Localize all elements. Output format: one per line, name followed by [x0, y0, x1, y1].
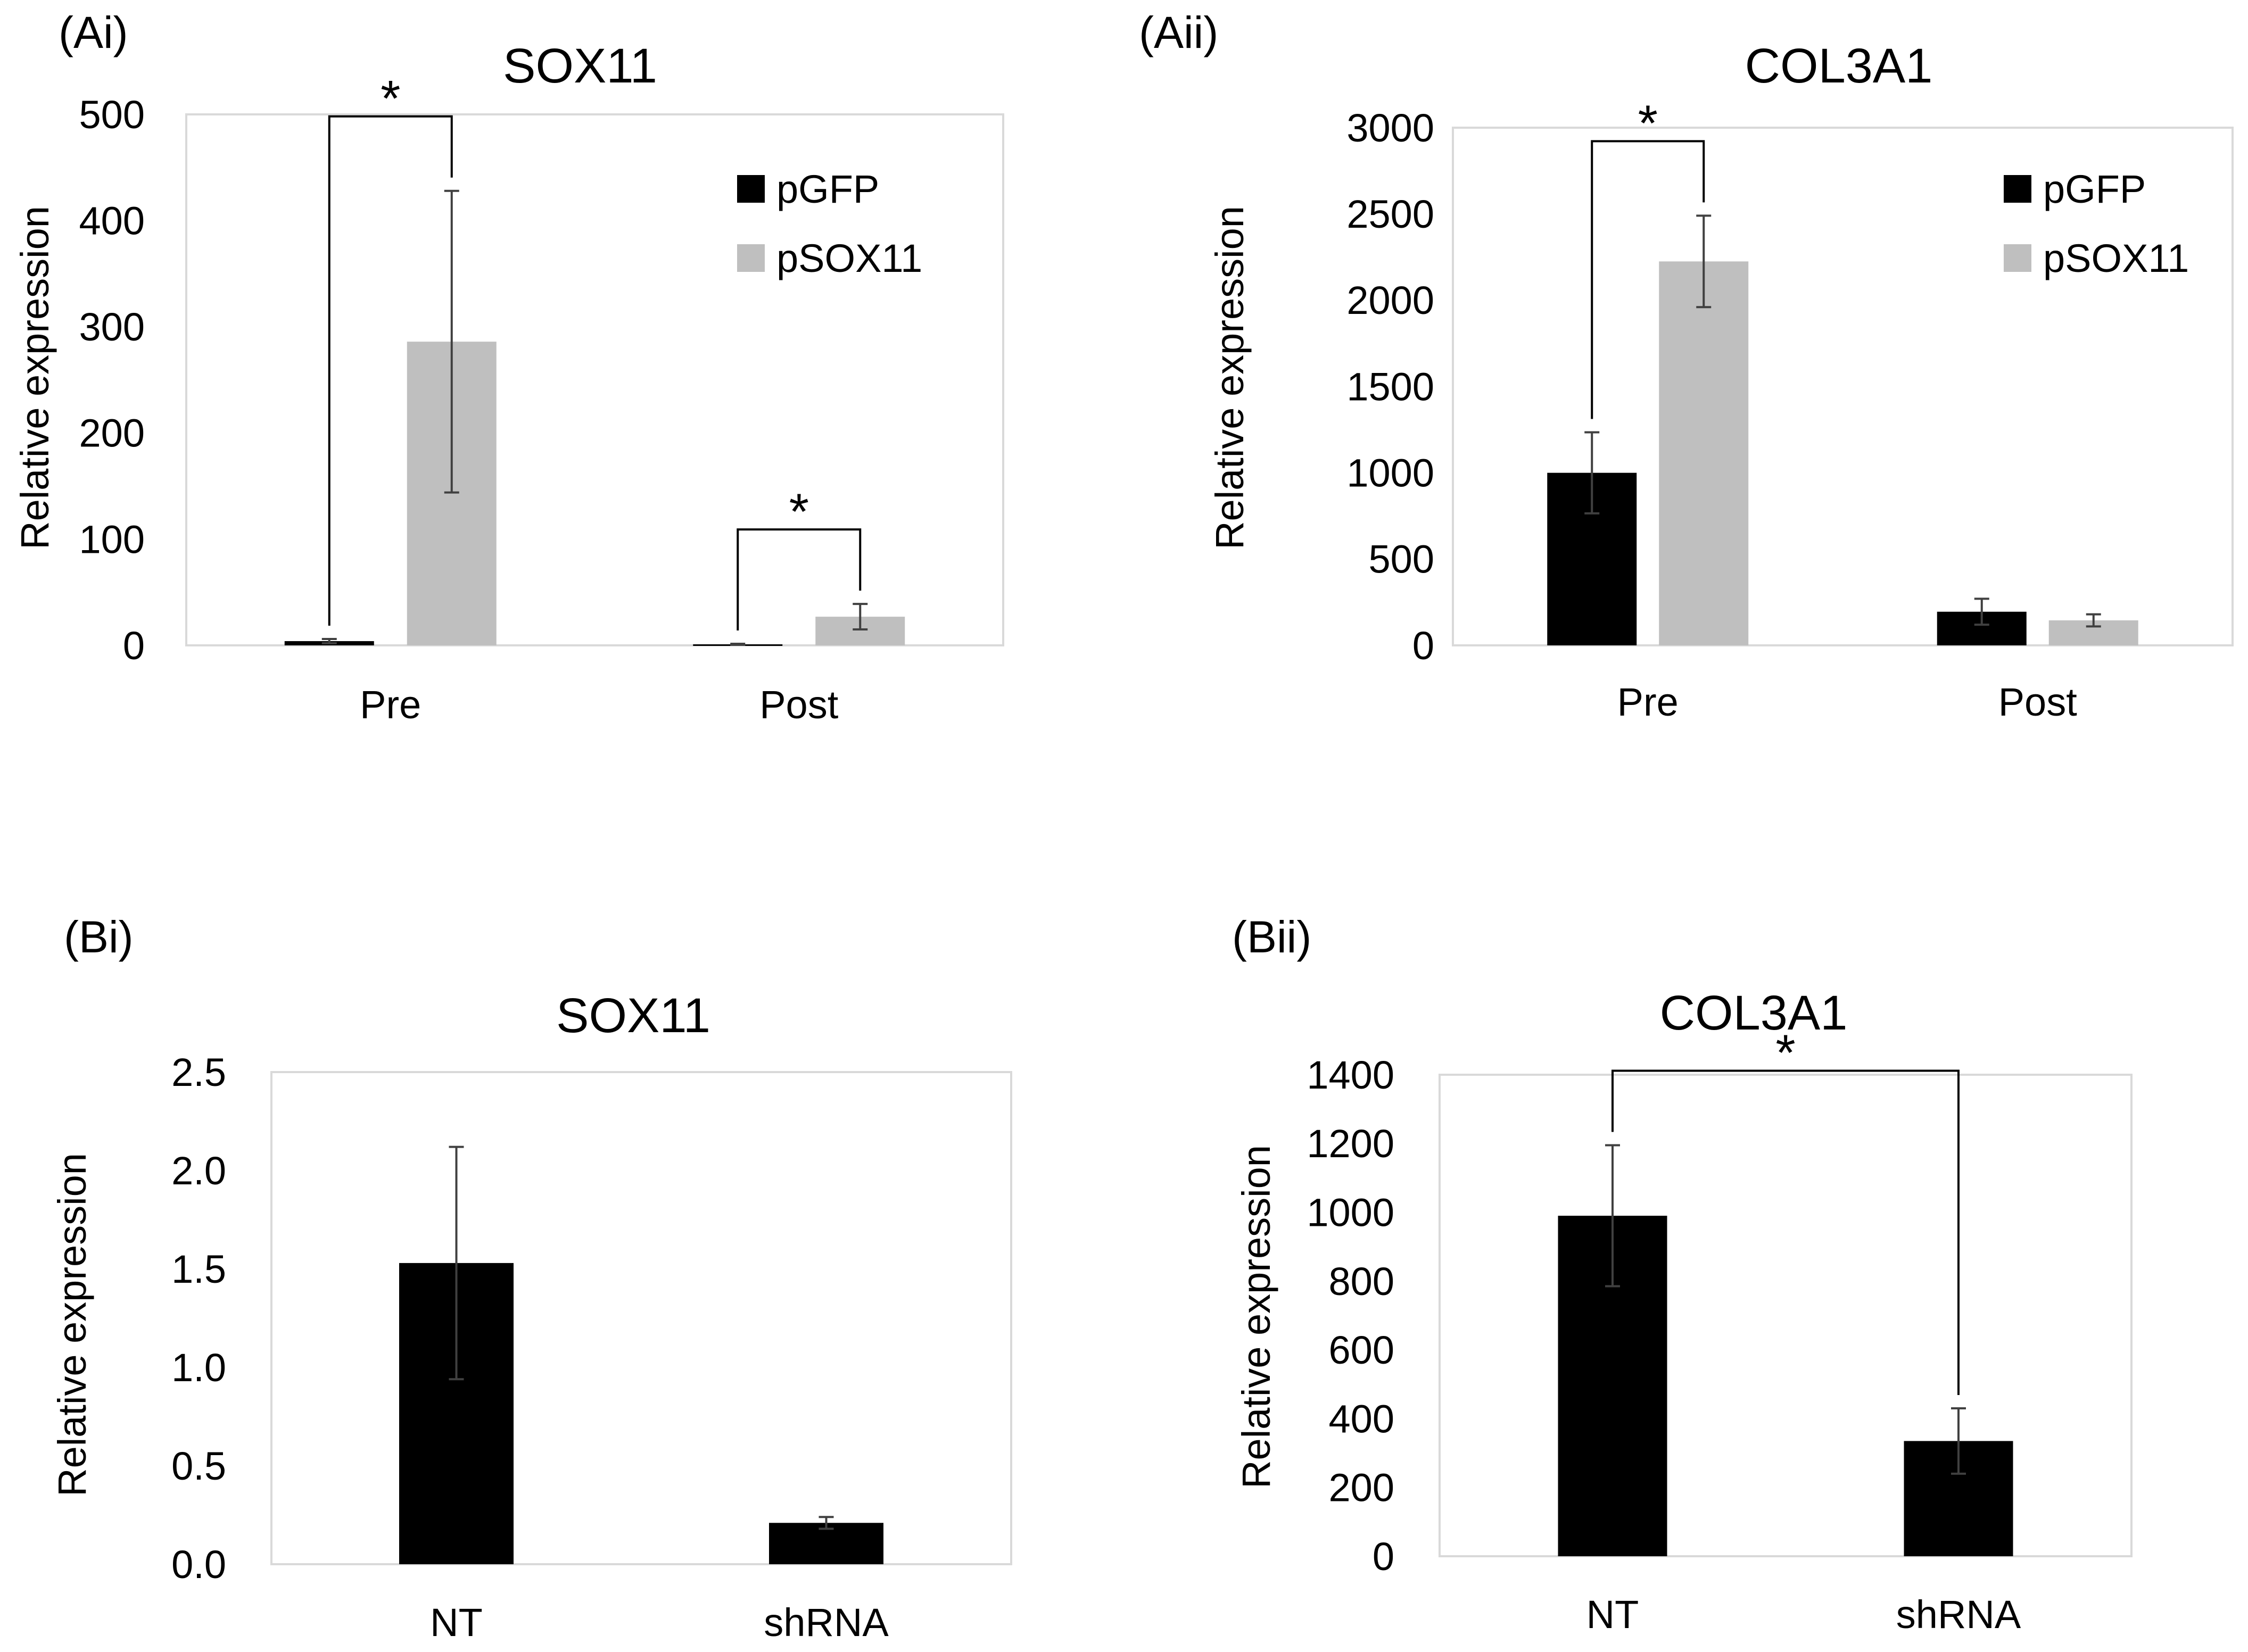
- x-tick-label: Post: [759, 683, 839, 727]
- chart-panel-4: (Bii) COL3A1 Relative expression 0 200 400 600…: [1232, 912, 2133, 1637]
- y-tick-label: 300: [79, 305, 145, 349]
- chart-title: SOX11: [556, 989, 710, 1043]
- y-tick-label: 1.0: [171, 1346, 226, 1390]
- chart-title: SOX11: [503, 39, 657, 93]
- significance-bracket: [737, 528, 862, 631]
- y-tick-label: 2500: [1346, 192, 1434, 236]
- y-tick-label: 600: [1329, 1328, 1394, 1372]
- y-tick-label: 0: [1373, 1534, 1394, 1579]
- significance-asterisk: *: [381, 70, 400, 127]
- y-tick-label: 200: [1329, 1466, 1394, 1510]
- panel-label: (Ai): [59, 7, 128, 57]
- y-tick-label: 1200: [1307, 1122, 1394, 1166]
- y-tick-label: 1500: [1346, 364, 1434, 409]
- significance-bracket: [1611, 1069, 1960, 1396]
- significance-asterisk: *: [1638, 95, 1658, 152]
- legend-swatch-pgfp: [737, 175, 765, 203]
- y-tick-label: 1000: [1346, 451, 1434, 495]
- y-axis-label: Relative expression: [1234, 1145, 1278, 1489]
- plot-area: [185, 113, 1004, 646]
- significance-asterisk: *: [789, 483, 809, 540]
- panel-label: (Bii): [1232, 912, 1311, 962]
- y-tick-label: 2.5: [171, 1050, 226, 1094]
- legend-label-pgfp: pGFP: [776, 167, 879, 211]
- plot-area: [270, 1071, 1012, 1565]
- y-tick-label: 800: [1329, 1259, 1394, 1304]
- x-tick-label: Pre: [1617, 680, 1679, 724]
- significance-bracket: [328, 115, 453, 626]
- legend-label-psox11: pSOX11: [776, 236, 922, 280]
- significance-asterisk: *: [1775, 1025, 1795, 1082]
- x-tick-label: shRNA: [1896, 1592, 2021, 1637]
- y-tick-label: 500: [79, 93, 145, 137]
- legend-swatch-psox11: [2004, 244, 2031, 272]
- y-axis-label: Relative expression: [1208, 206, 1252, 550]
- y-tick-label: 100: [79, 517, 145, 561]
- y-tick-label: 400: [79, 199, 145, 243]
- legend-label-pgfp: pGFP: [2043, 167, 2146, 211]
- y-tick-label: 1400: [1307, 1053, 1394, 1097]
- panel-label: (Aii): [1139, 7, 1218, 57]
- y-tick-label: 0: [123, 624, 145, 668]
- y-axis-label: Relative expression: [50, 1153, 94, 1497]
- chart-panel-3: (Bi) SOX11 Relative expression 0.0 0.5 1.0 1.5…: [50, 912, 1012, 1645]
- y-tick-label: 0.5: [171, 1444, 226, 1488]
- legend-swatch-pgfp: [2004, 175, 2031, 203]
- y-tick-label: 500: [1369, 537, 1434, 582]
- y-tick-label: 0.0: [171, 1542, 226, 1587]
- y-tick-label: 200: [79, 411, 145, 455]
- y-tick-label: 2.0: [171, 1149, 226, 1193]
- plot-area: [1439, 1074, 2133, 1557]
- y-tick-label: 3000: [1346, 106, 1434, 150]
- y-axis-label: Relative expression: [13, 206, 57, 550]
- y-tick-label: 400: [1329, 1397, 1394, 1441]
- chart-title: COL3A1: [1660, 986, 1848, 1040]
- x-tick-label: NT: [1586, 1592, 1639, 1637]
- chart-panel-2: (Aii) COL3A1 Relative expression 0 500 1000 15…: [1139, 7, 2234, 724]
- chart-title: COL3A1: [1745, 39, 1933, 93]
- y-tick-label: 1.5: [171, 1247, 226, 1291]
- panel-label: (Bi): [64, 912, 134, 962]
- x-tick-label: shRNA: [764, 1600, 889, 1645]
- y-tick-label: 1000: [1307, 1190, 1394, 1234]
- y-tick-label: 2000: [1346, 278, 1434, 322]
- legend-label-psox11: pSOX11: [2043, 236, 2189, 280]
- x-tick-label: Pre: [360, 683, 421, 727]
- significance-bracket: [1591, 140, 1705, 419]
- y-tick-label: 0: [1412, 624, 1434, 668]
- legend-swatch-psox11: [737, 244, 765, 272]
- bar-psox11-pre: [1659, 261, 1749, 645]
- chart-panel-1: (Ai) SOX11 Relative expression 0 100 200 300 40…: [13, 7, 1004, 727]
- x-tick-label: NT: [430, 1600, 483, 1645]
- x-tick-label: Post: [1998, 680, 2078, 724]
- plot-area: [1452, 127, 2234, 646]
